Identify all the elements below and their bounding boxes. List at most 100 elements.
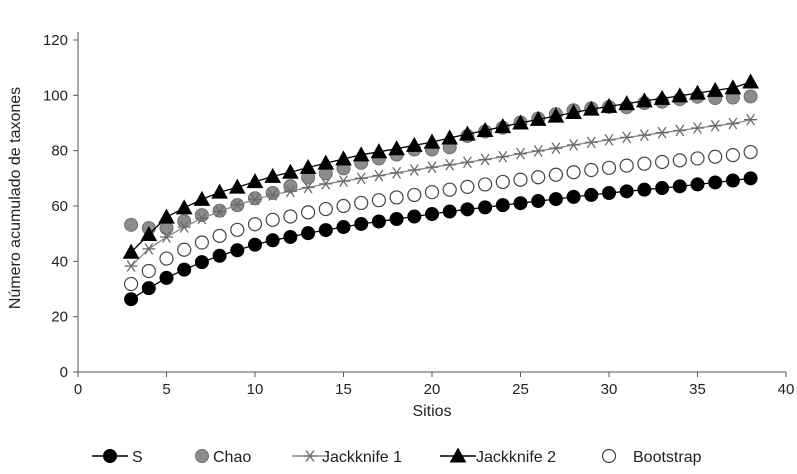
data-point-s [602,185,616,200]
data-point-jackknife-1 [655,126,669,139]
data-point-s [212,248,227,263]
data-point-jackknife-2 [423,133,441,149]
data-point-s [743,171,758,186]
series-jackknife-2 [122,73,759,259]
data-point-bootstrap [619,158,634,173]
x-axis-label: Sitios [412,403,451,420]
data-point-bootstrap [354,195,369,211]
data-point-s [708,175,723,190]
data-point-jackknife-1 [248,193,262,206]
data-point-jackknife-1 [478,153,492,166]
data-point-bootstrap [708,149,723,164]
data-point-jackknife-2 [228,178,246,194]
data-point-jackknife-2 [653,89,671,105]
series-layer [122,73,759,307]
data-point-chao [159,221,174,236]
legend-label-jackknife-1: Jackknife 1 [322,449,402,466]
data-point-s [265,233,280,248]
data-point-chao [194,208,209,223]
y-tick-label: 120 [43,32,68,49]
data-point-bootstrap [637,156,652,171]
data-point-jackknife-2 [282,163,299,179]
x-tick-label: 5 [162,381,170,398]
data-point-s [425,207,439,222]
data-point-bootstrap [141,263,156,279]
data-point-s [248,237,262,252]
data-point-jackknife-1 [213,205,227,218]
data-point-jackknife-1 [460,156,474,169]
data-point-s [442,204,457,219]
data-point-bootstrap [725,147,741,163]
data-point-jackknife-1 [602,133,616,146]
data-point-jackknife-1 [266,189,280,201]
data-point-s [336,220,351,235]
data-point-s [371,214,386,229]
data-point-bootstrap [531,170,546,185]
data-point-bootstrap [177,242,192,257]
data-point-jackknife-2 [335,150,352,166]
data-point-bootstrap [566,165,581,180]
data-point-bootstrap [371,193,386,208]
data-point-jackknife-2 [724,79,742,95]
data-point-jackknife-1 [620,131,634,144]
data-point-jackknife-1 [177,221,191,233]
data-point-bootstrap [690,151,705,166]
y-axis-label: Número acumulado de taxones [7,87,24,309]
data-point-jackknife-2 [370,143,388,159]
legend-marker-s [103,449,117,463]
data-point-bootstrap [672,153,687,168]
data-point-jackknife-2 [211,183,228,199]
data-point-s [407,209,422,224]
data-point-s [301,226,316,241]
data-point-bootstrap [601,160,617,175]
data-point-jackknife-1 [301,181,315,194]
y-tick-label: 0 [60,364,68,381]
data-point-chao [283,179,298,194]
y-tick-label: 40 [51,253,68,270]
legend-label-jackknife-2: Jackknife 2 [476,449,556,466]
data-point-jackknife-2 [388,140,405,156]
data-point-s [566,189,581,204]
data-point-s [655,181,670,196]
legend-item-jackknife-1: Jackknife 1 [292,449,402,466]
data-point-jackknife-1 [691,122,704,134]
data-point-jackknife-2 [706,81,724,97]
series-s [124,171,758,307]
legend-marker-bootstrap [601,448,617,464]
data-point-jackknife-2 [636,92,653,108]
data-point-bootstrap [495,174,510,190]
data-point-s [690,177,705,192]
data-point-jackknife-2 [264,167,282,183]
data-point-s [283,229,298,244]
data-point-jackknife-1 [354,172,368,185]
data-point-s [141,281,156,296]
data-point-chao [743,89,758,104]
data-point-jackknife-1 [637,129,651,142]
axes: 0 20 40 60 80 100 120 0 5 10 15 20 25 30 35 40 [43,32,794,398]
data-point-jackknife-1 [425,161,439,174]
data-point-s [584,187,599,202]
legend-label-bootstrap: Bootstrap [633,449,702,466]
data-point-jackknife-1 [708,119,722,132]
data-point-bootstrap [389,190,404,205]
y-tick-label: 60 [51,198,68,215]
data-point-s [159,270,174,285]
legend-item-bootstrap: Bootstrap [601,448,702,466]
data-point-jackknife-1 [531,145,545,157]
data-point-bootstrap [478,177,493,192]
data-point-jackknife-1 [407,164,421,176]
data-point-s [513,196,528,211]
data-point-jackknife-2 [140,225,158,241]
data-point-bootstrap [124,276,139,292]
data-point-jackknife-2 [600,97,618,113]
data-point-jackknife-2 [122,243,140,259]
data-point-jackknife-1 [337,175,350,187]
data-point-jackknife-2 [246,173,264,189]
data-point-jackknife-1 [124,260,138,272]
data-point-jackknife-1 [549,142,563,155]
data-point-jackknife-2 [158,208,175,224]
data-point-jackknife-1 [744,113,758,126]
data-point-jackknife-2 [459,125,476,141]
data-point-jackknife-2 [689,84,706,100]
